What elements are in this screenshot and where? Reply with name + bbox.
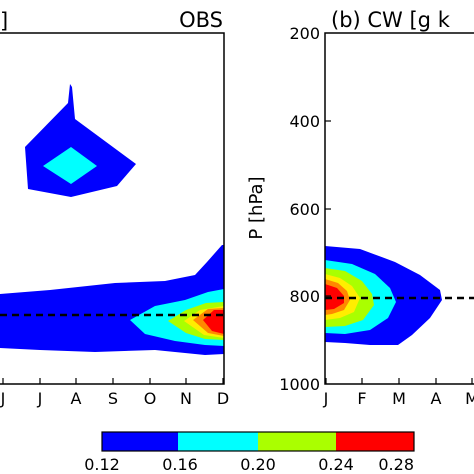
panel-a-x-tick-label: D	[217, 389, 229, 408]
colorbar: 0.12 0.16 0.20 0.24 0.28	[84, 431, 415, 474]
panel-b-x-ticks	[325, 378, 473, 384]
panel-b-x-tick-label: A	[431, 389, 442, 408]
colorbar-frame	[101, 431, 415, 452]
panel-a-x-tick-labels: J J A S O N D	[0, 389, 229, 408]
panel-a-x-tick-label: O	[144, 389, 157, 408]
panel-a: ] OBS J J A S O N D	[0, 8, 229, 408]
panel-b-y-tick-label: 200	[289, 24, 320, 43]
upper-layer-level-2	[43, 147, 97, 184]
panel-b-y-ticks	[325, 120, 331, 297]
panel-b-x-tick-label: J	[323, 389, 329, 408]
panel-b-x-tick-labels: J F M A M	[323, 389, 474, 408]
panel-a-frame	[0, 32, 225, 385]
panel-b-y-tick-labels: 200 400 600 800 1000	[279, 24, 320, 394]
colorbar-tick-label: 0.24	[318, 455, 354, 474]
colorbar-tick-label: 0.12	[84, 455, 120, 474]
panel-a-x-tick-label: J	[37, 389, 43, 408]
panel-b-x-tick-label: M	[465, 389, 474, 408]
panel-a-title-fragment: ]	[0, 9, 8, 33]
colorbar-segment-2	[178, 432, 258, 451]
colorbar-segment-3	[258, 432, 336, 451]
colorbar-tick-label: 0.20	[240, 455, 276, 474]
colorbar-segment-4	[336, 432, 414, 451]
colorbar-tick-label: 0.28	[378, 455, 414, 474]
panel-a-x-tick-label: N	[180, 389, 192, 408]
panel-b-y-tick-label: 800	[289, 287, 320, 306]
upper-layer-level-1	[25, 84, 136, 197]
panel-a-x-ticks	[2, 378, 224, 384]
panel-b-y-tick-label: 400	[289, 112, 320, 131]
panel-b-title: (b) CW [g k	[331, 8, 451, 32]
colorbar-tick-labels: 0.12 0.16 0.20 0.24 0.28	[84, 455, 414, 474]
panel-b-x-tick-label: F	[357, 389, 366, 408]
panel-b-y-axis-label: P [hPa]	[246, 176, 267, 239]
panel-b-contours	[325, 246, 442, 345]
panel-a-x-tick-label: A	[71, 389, 82, 408]
panel-a-title: OBS	[179, 8, 223, 32]
colorbar-segment-1	[102, 432, 178, 451]
panel-a-x-tick-label: J	[0, 389, 5, 408]
colorbar-tick-label: 0.16	[162, 455, 198, 474]
panel-a-x-tick-label: S	[108, 389, 118, 408]
panel-b-y-tick-label: 1000	[279, 375, 320, 394]
panel-b-y-tick-label: 600	[289, 200, 320, 219]
panel-b: (b) CW [g k 200 400 600 800 1000 P [hPa]…	[246, 8, 474, 408]
b-layer-level-6	[325, 284, 344, 310]
panel-a-contours	[0, 84, 224, 355]
panel-b-x-tick-label: M	[392, 389, 406, 408]
